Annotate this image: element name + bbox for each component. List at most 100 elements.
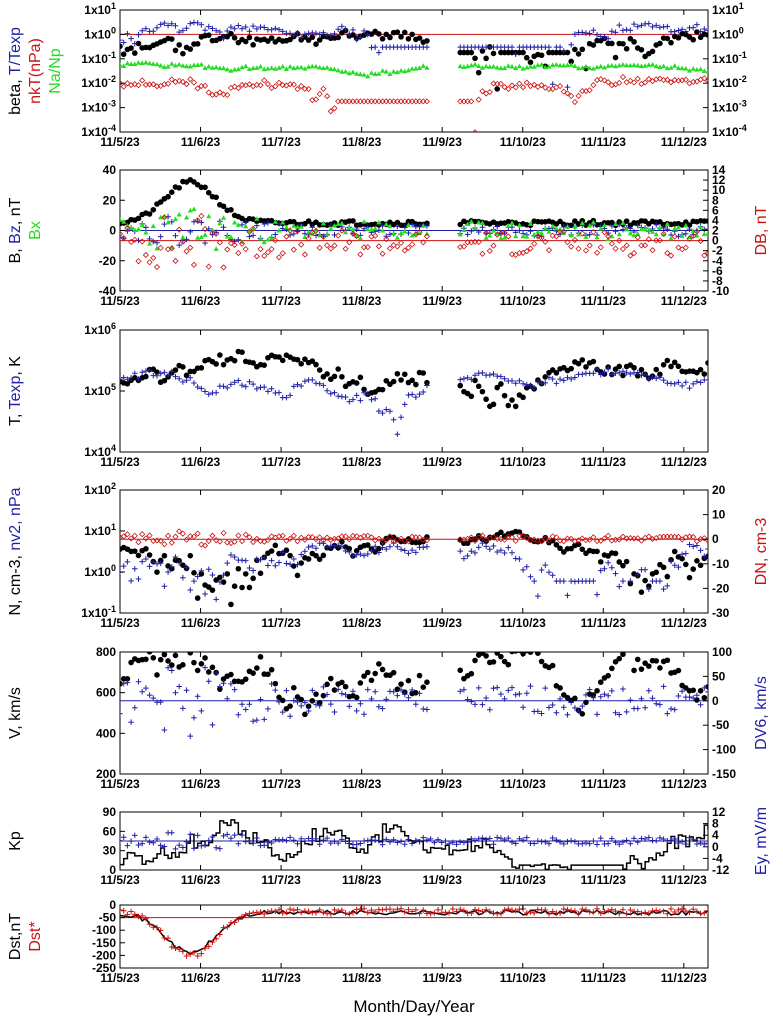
- data-point: [357, 71, 363, 77]
- data-point: [461, 375, 467, 382]
- data-point: [198, 708, 205, 714]
- data-point: [339, 907, 345, 913]
- data-point: [502, 65, 508, 71]
- data-point: [139, 77, 146, 84]
- data-point: [354, 71, 360, 76]
- data-point: [705, 683, 708, 690]
- data-point: [398, 67, 404, 73]
- data-point: [294, 356, 301, 363]
- data-point: [520, 394, 526, 401]
- data-point: [154, 924, 160, 931]
- data-point: [283, 224, 290, 230]
- data-point: [316, 907, 323, 913]
- data-point: [538, 82, 545, 89]
- data-point: [128, 238, 135, 246]
- data-point: [376, 49, 382, 56]
- data-point: [505, 835, 512, 841]
- data-point: [383, 31, 390, 38]
- axis-tick-label: 20: [103, 193, 117, 207]
- data-point: [690, 836, 697, 843]
- data-point: [238, 538, 246, 545]
- data-point: [405, 677, 412, 684]
- data-point: [246, 565, 253, 571]
- data-point: [346, 398, 353, 405]
- data-point: [202, 591, 208, 597]
- data-point: [231, 583, 238, 589]
- data-point: [609, 28, 615, 35]
- data-point: [185, 652, 188, 653]
- data-point: [486, 89, 493, 96]
- data-point: [560, 538, 567, 545]
- data-point: [657, 835, 663, 841]
- data-point: [394, 223, 401, 230]
- data-point: [479, 532, 486, 539]
- plot-frame: [119, 329, 709, 453]
- data-point: [180, 705, 186, 712]
- data-point: [583, 840, 589, 846]
- data-point: [487, 372, 493, 378]
- data-point: [586, 87, 593, 94]
- data-point: [416, 229, 423, 236]
- data-point: [675, 27, 682, 34]
- data-point: [205, 89, 212, 96]
- x-tick-label: 11/12/23: [661, 971, 707, 985]
- y-axis-label: Dst*: [27, 921, 44, 951]
- data-point: [498, 691, 504, 697]
- axis-tick-label: 0: [109, 224, 116, 238]
- data-point: [620, 906, 626, 913]
- data-point: [291, 32, 297, 39]
- data-point: [424, 706, 430, 713]
- data-point: [242, 24, 249, 30]
- y-axis-label: N, cm-3, nv2, nPa: [7, 487, 24, 615]
- data-point: [235, 377, 242, 384]
- data-point: [294, 572, 301, 579]
- data-point: [394, 29, 401, 35]
- data-point: [490, 685, 497, 692]
- data-point: [150, 61, 156, 66]
- series-black: [120, 528, 708, 608]
- data-point: [161, 727, 168, 733]
- data-point: [268, 840, 275, 846]
- data-point: [586, 30, 593, 37]
- data-point: [624, 226, 630, 232]
- data-point: [383, 235, 390, 243]
- data-point: [579, 711, 586, 717]
- data-point: [124, 679, 131, 686]
- data-point: [571, 98, 578, 106]
- data-point: [383, 406, 390, 413]
- data-point: [213, 194, 219, 201]
- data-point: [128, 374, 134, 381]
- data-point: [568, 376, 574, 382]
- data-point: [701, 685, 708, 691]
- data-point: [494, 384, 501, 391]
- x-tick-label: 11/9/23: [423, 616, 463, 630]
- data-point: [238, 240, 246, 247]
- data-point: [401, 401, 408, 408]
- data-point: [646, 586, 652, 592]
- data-point: [257, 654, 264, 660]
- data-point: [597, 693, 604, 700]
- data-point: [187, 63, 193, 69]
- data-point: [645, 75, 652, 83]
- data-point: [187, 374, 194, 381]
- data-point: [224, 246, 231, 253]
- panel-density: 11/5/23 11/6/23 11/7/23 11/8/23 11/9/23 11/10…: [7, 481, 770, 630]
- data-point: [320, 85, 327, 92]
- data-point: [549, 376, 556, 382]
- data-point: [498, 910, 504, 917]
- data-point: [531, 240, 538, 247]
- data-point: [542, 84, 549, 91]
- data-point: [324, 681, 330, 688]
- data-point: [605, 840, 611, 847]
- data-point: [150, 223, 156, 229]
- data-point: [316, 244, 323, 251]
- data-point: [545, 537, 553, 544]
- data-point: [120, 39, 127, 46]
- data-point: [169, 61, 175, 66]
- data-point: [195, 235, 201, 240]
- data-point: [435, 907, 441, 913]
- data-point: [586, 536, 593, 543]
- data-point: [616, 655, 623, 662]
- series-green: [120, 59, 708, 79]
- data-point: [309, 377, 316, 383]
